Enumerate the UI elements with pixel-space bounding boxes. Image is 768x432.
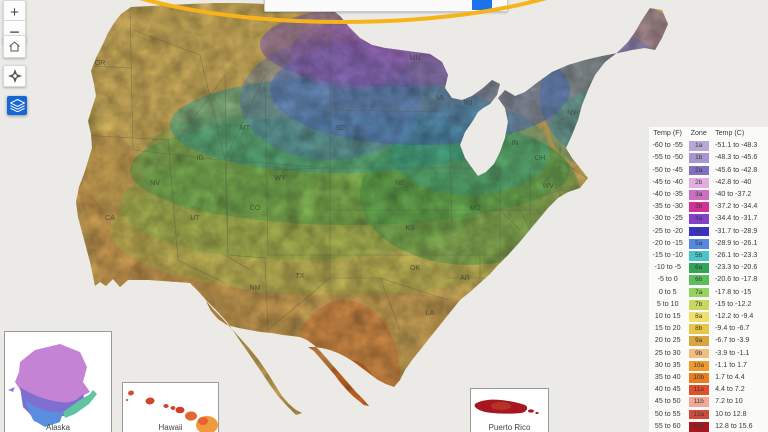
svg-text:NE: NE: [395, 180, 405, 187]
svg-text:ND: ND: [380, 35, 390, 42]
svg-text:VA: VA: [596, 190, 605, 197]
svg-text:SD: SD: [335, 125, 345, 132]
svg-text:SC: SC: [600, 250, 610, 257]
svg-text:NH: NH: [627, 75, 637, 82]
svg-text:MT: MT: [240, 125, 251, 132]
svg-text:MA: MA: [620, 107, 631, 114]
svg-text:CO: CO: [250, 205, 261, 212]
svg-text:UT: UT: [190, 215, 200, 222]
svg-text:MO: MO: [469, 205, 481, 212]
svg-text:NY: NY: [567, 110, 577, 117]
svg-text:KS: KS: [405, 225, 415, 232]
svg-text:MD: MD: [588, 167, 599, 174]
svg-text:IN: IN: [512, 140, 519, 147]
svg-text:ID: ID: [197, 155, 204, 162]
svg-text:WI: WI: [464, 100, 473, 107]
svg-text:OR: OR: [95, 60, 106, 67]
svg-text:LA: LA: [426, 310, 435, 317]
svg-text:MI: MI: [436, 95, 444, 102]
svg-text:WA: WA: [94, 10, 105, 17]
svg-text:RI: RI: [635, 117, 642, 124]
svg-text:TN: TN: [570, 205, 579, 212]
svg-text:NM: NM: [250, 285, 261, 292]
svg-text:AR: AR: [460, 275, 470, 282]
svg-text:WY: WY: [274, 175, 286, 182]
svg-text:NC: NC: [610, 217, 620, 224]
svg-text:OK: OK: [410, 265, 420, 272]
svg-text:NJ: NJ: [601, 135, 610, 142]
svg-text:TX: TX: [296, 273, 305, 280]
svg-text:VT: VT: [601, 70, 611, 77]
svg-text:MN: MN: [410, 55, 421, 62]
svg-text:CT: CT: [617, 123, 627, 130]
svg-text:FL: FL: [581, 380, 589, 387]
svg-text:MI: MI: [489, 113, 497, 120]
svg-text:AL: AL: [536, 295, 545, 302]
svg-text:MS: MS: [490, 295, 501, 302]
svg-text:KY: KY: [543, 213, 553, 220]
svg-text:CA: CA: [105, 215, 115, 222]
svg-text:OH: OH: [535, 155, 546, 162]
svg-text:AZ: AZ: [191, 295, 201, 302]
svg-text:GA: GA: [575, 285, 585, 292]
svg-text:ME: ME: [647, 55, 658, 62]
svg-text:WV: WV: [542, 183, 554, 190]
svg-text:NV: NV: [150, 180, 160, 187]
svg-text:IL: IL: [475, 145, 481, 152]
